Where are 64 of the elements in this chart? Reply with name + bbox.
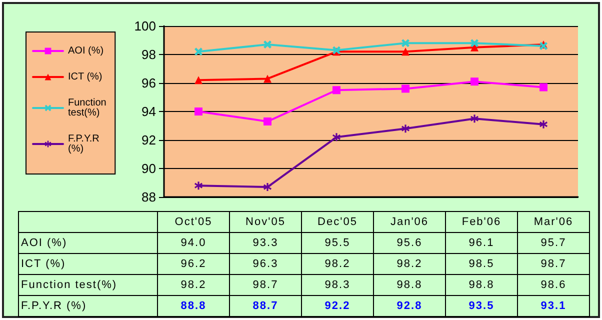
point xyxy=(194,76,202,84)
point xyxy=(402,48,410,56)
text: F.P.Y.R (%) xyxy=(21,300,87,312)
data-label: 93.1 xyxy=(518,296,590,316)
data-label: 95.6 xyxy=(374,232,446,254)
x-tick-label: Dec'05 xyxy=(302,212,374,232)
point xyxy=(194,108,202,116)
point xyxy=(264,74,272,83)
data-label: 95.7 xyxy=(518,232,590,254)
y-tick-label: 90 xyxy=(142,161,156,176)
data-label: 98.2 xyxy=(374,254,446,274)
data-label: 98.7 xyxy=(518,254,590,274)
legend-label: ICT (%) xyxy=(68,72,102,82)
data-label: 98.3 xyxy=(302,274,374,296)
point xyxy=(264,183,272,192)
point xyxy=(402,39,410,48)
x-tick-label: Nov'05 xyxy=(230,212,302,232)
point xyxy=(470,78,478,86)
data-label: 92.8 xyxy=(374,296,446,316)
data-label: 93.5 xyxy=(446,296,518,316)
x-tick-label: Jan'06 xyxy=(374,212,446,232)
data-label: 92.2 xyxy=(302,296,374,316)
point xyxy=(540,83,548,92)
data-label: 98.2 xyxy=(158,274,230,296)
data-label: 98.7 xyxy=(230,274,302,296)
data-label: 98.2 xyxy=(302,254,374,274)
point xyxy=(264,117,272,126)
point xyxy=(540,120,548,128)
point xyxy=(264,40,272,49)
y-tick-label: 94 xyxy=(142,104,156,119)
point xyxy=(402,124,410,133)
y-tick-label: 100 xyxy=(134,18,156,34)
legend-label: Function test(%) xyxy=(68,98,110,118)
point xyxy=(402,84,410,93)
data-label: 98.8 xyxy=(374,274,446,296)
point xyxy=(194,48,202,56)
x-tick-label: Feb'06 xyxy=(446,212,518,232)
data-label: 88.7 xyxy=(230,296,302,316)
text: Function test(%) xyxy=(21,279,118,291)
point xyxy=(194,182,202,190)
point xyxy=(332,86,340,94)
data-label: 93.3 xyxy=(230,232,302,254)
data-label: 98.8 xyxy=(446,274,518,296)
data-label: 94.0 xyxy=(158,232,230,254)
x-tick-label: Mar'06 xyxy=(518,212,590,232)
text: AOI (%) xyxy=(21,237,68,249)
y-tick-label: 88 xyxy=(142,190,156,204)
x-tick-label: Oct'05 xyxy=(158,212,230,232)
y-tick-label: 96 xyxy=(142,76,156,90)
data-label: 88.8 xyxy=(158,296,230,316)
data-label: 96.1 xyxy=(446,232,518,254)
legend-label: AOI (%) xyxy=(68,46,104,56)
data-label: 96.2 xyxy=(158,254,230,274)
point xyxy=(470,114,478,123)
y-tick-label: 98 xyxy=(142,47,156,62)
data-label: 98.6 xyxy=(518,274,590,296)
point xyxy=(470,39,478,48)
data-label: 95.5 xyxy=(302,232,374,254)
y-tick-label: 92 xyxy=(142,132,156,148)
data-label: 96.3 xyxy=(230,254,302,274)
point xyxy=(332,133,340,142)
legend-label: F.P.Y.R (%) xyxy=(68,134,102,154)
data-label: 98.5 xyxy=(446,254,518,274)
text: ICT (%) xyxy=(21,258,66,270)
